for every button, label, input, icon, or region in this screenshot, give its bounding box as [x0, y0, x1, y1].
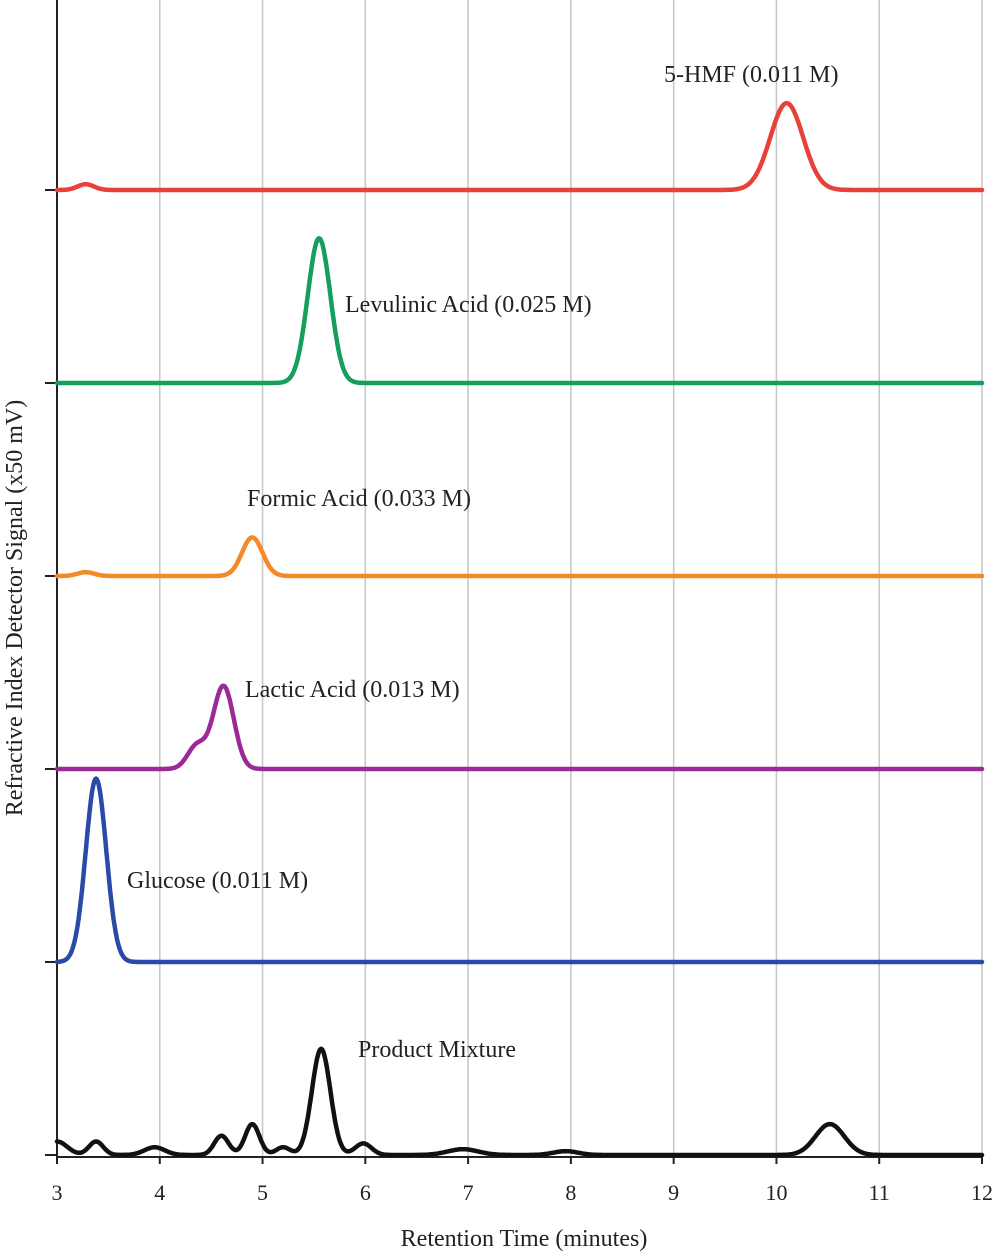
- annotation-levulinic-acid: Levulinic Acid (0.025 M): [345, 292, 592, 318]
- x-tick-label-11: 11: [869, 1180, 890, 1205]
- x-tick-label-6: 6: [360, 1180, 371, 1205]
- trace-5-hmf: [54, 100, 985, 193]
- x-axis-title: Retention Time (minutes): [401, 1226, 648, 1252]
- annotation-lactic-acid: Lactic Acid (0.013 M): [245, 677, 460, 703]
- x-tick-label-8: 8: [565, 1180, 576, 1205]
- gridlines: [158, 0, 983, 1157]
- trace-levulinic-acid: [54, 236, 985, 386]
- annotation-product-mixture: Product Mixture: [358, 1037, 516, 1063]
- x-tick-label-3: 3: [52, 1180, 63, 1205]
- axes: [56, 0, 982, 1158]
- x-tick-label-12: 12: [971, 1180, 993, 1205]
- trace-formic-acid: [54, 535, 985, 579]
- annotation-formic-acid: Formic Acid (0.033 M): [247, 486, 471, 512]
- y-tick-marks: [45, 189, 57, 1156]
- annotation-glucose: Glucose (0.011 M): [127, 868, 308, 894]
- annotation-5-hmf: 5-HMF (0.011 M): [664, 62, 838, 88]
- trace-product-mixture: [54, 1046, 985, 1158]
- x-tick-marks: 3 4 5 6 7 8 9 10 11 12: [52, 1157, 993, 1205]
- y-axis-title: Refractive Index Detector Signal (x50 mV…: [2, 400, 28, 817]
- trace-glucose: [54, 776, 985, 965]
- trace-lactic-acid: [54, 683, 985, 772]
- x-tick-label-4: 4: [154, 1180, 165, 1205]
- x-tick-label-10: 10: [765, 1180, 787, 1205]
- x-tick-label-9: 9: [668, 1180, 679, 1205]
- x-tick-label-5: 5: [257, 1180, 268, 1205]
- peak-annotations: 5-HMF (0.011 M) Levulinic Acid (0.025 M)…: [127, 62, 838, 1063]
- x-tick-label-7: 7: [463, 1180, 474, 1205]
- traces: [54, 100, 985, 1158]
